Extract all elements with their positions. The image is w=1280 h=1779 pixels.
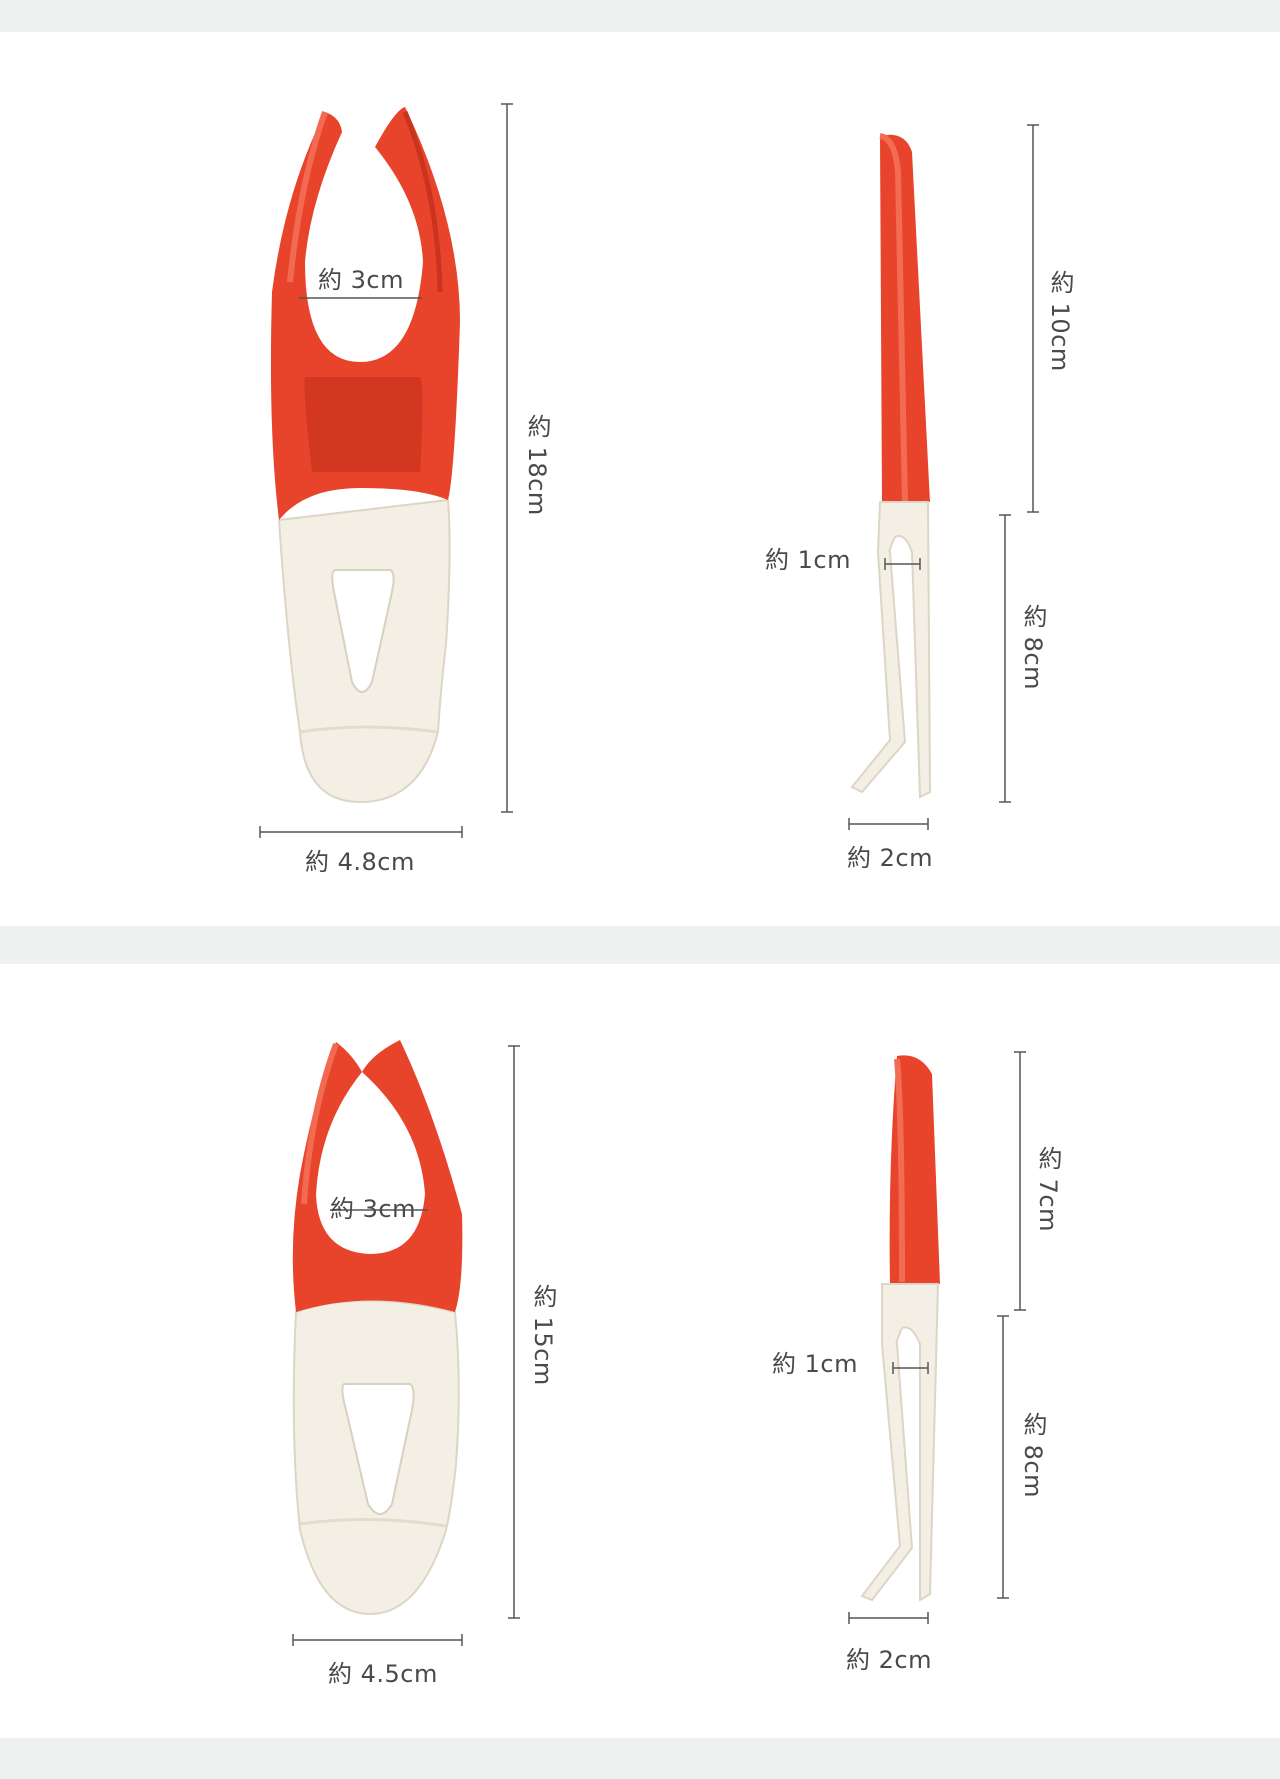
- large-side-upper-label: 約 10cm: [1046, 270, 1074, 372]
- small-model-illustration: [292, 1040, 1026, 1646]
- large-side-lower-label: 約 8cm: [1019, 604, 1047, 690]
- large-opening-label: 約 3cm: [318, 266, 404, 294]
- top-band: [0, 0, 1280, 32]
- large-side-white-clip: [850, 501, 932, 799]
- large-front-slot: [331, 569, 395, 693]
- small-side-lower-label: 約 8cm: [1019, 1412, 1047, 1498]
- small-side-depth-label: 約 2cm: [846, 1646, 932, 1674]
- large-height-label: 約 18cm: [523, 414, 551, 516]
- large-front-view: [259, 103, 513, 838]
- bottom-band: [0, 1738, 1280, 1779]
- small-width-label: 約 4.5cm: [328, 1660, 438, 1688]
- large-side-red-bar: [880, 134, 930, 502]
- large-side-depth-label: 約 2cm: [847, 844, 933, 872]
- middle-band: [0, 926, 1280, 964]
- small-height-label: 約 15cm: [529, 1284, 557, 1386]
- small-model-panel: 約 3cm 約 15cm 約 4.5cm 約 7cm 約 1cm 約 8cm 約…: [0, 964, 1280, 1738]
- small-side-upper-label: 約 7cm: [1034, 1146, 1062, 1232]
- small-front-slot: [341, 1383, 415, 1515]
- small-side-white-clip: [860, 1283, 940, 1602]
- large-model-panel: 約 3cm 約 18cm 約 4.8cm 約 10cm 約 1cm 約 8cm …: [0, 32, 1280, 926]
- large-side-view: [848, 124, 1039, 830]
- small-side-gap-label: 約 1cm: [772, 1350, 858, 1378]
- small-side-view: [848, 1051, 1026, 1624]
- small-front-view: [292, 1040, 520, 1646]
- large-width-label: 約 4.8cm: [305, 848, 415, 876]
- large-model-illustration: [259, 103, 1039, 838]
- large-side-gap-label: 約 1cm: [765, 546, 851, 574]
- small-opening-label: 約 3cm: [330, 1195, 416, 1223]
